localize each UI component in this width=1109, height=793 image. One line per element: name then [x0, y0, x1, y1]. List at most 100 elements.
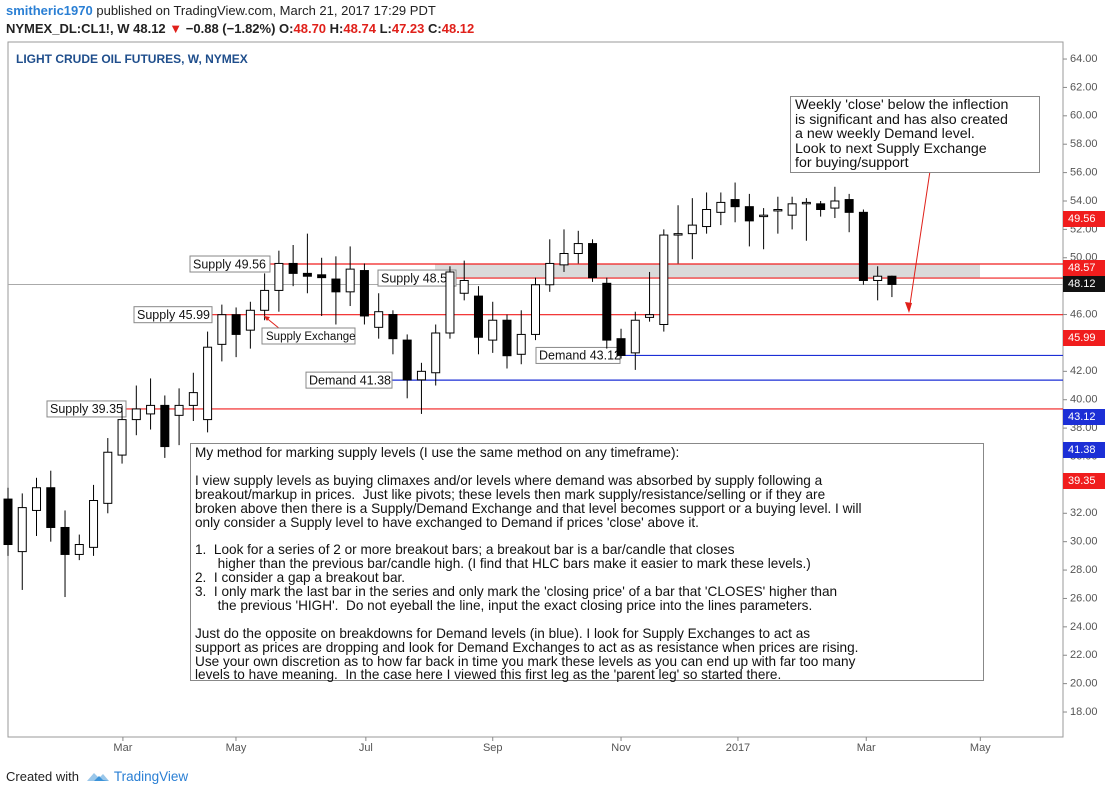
candle-body — [217, 314, 227, 345]
ohlc-key: L: — [379, 21, 392, 36]
candle-body — [573, 243, 583, 255]
note-box — [261, 327, 356, 345]
created-with: Created with — [6, 769, 79, 784]
candle-body — [17, 507, 27, 553]
y-tick-label: 54.00 — [1070, 195, 1098, 207]
candle-body — [317, 274, 327, 279]
callout-arrow — [908, 170, 931, 312]
candle-body — [659, 234, 669, 325]
candle-body — [89, 500, 99, 548]
candle-body — [274, 262, 284, 291]
text-line: breakout/markup in prices. Just like piv… — [195, 486, 826, 502]
candle-body — [117, 419, 127, 456]
level-label: Supply 39.35 — [50, 402, 123, 416]
y-tick-label: 32.00 — [1070, 507, 1098, 519]
ohlc-key: H: — [329, 21, 344, 36]
candle-body — [60, 526, 70, 555]
text-box: My method for marking supply levels (I u… — [190, 443, 984, 683]
price-tag-label: 49.56 — [1068, 213, 1096, 225]
y-tick-label: 20.00 — [1070, 678, 1098, 690]
callout-line: a new weekly Demand level. — [795, 126, 975, 143]
price-tag — [1063, 330, 1105, 346]
ohlc-value: 47.23 — [391, 21, 425, 36]
candle-body — [160, 404, 170, 448]
candle-body — [759, 214, 769, 218]
change-arrow: ▼ — [169, 21, 183, 36]
candle-body — [516, 333, 526, 355]
candle-body — [260, 289, 270, 311]
level-label-box — [46, 400, 127, 418]
x-tick-label: Jul — [359, 742, 373, 754]
text-line: Just do the opposite on breakdowns for D… — [195, 625, 811, 641]
candle-body — [359, 270, 369, 317]
candle-body — [844, 199, 854, 213]
callout-line: is significant and has also created — [795, 111, 1008, 128]
candle-body — [203, 346, 213, 421]
candle-body — [131, 408, 141, 421]
y-tick-label: 58.00 — [1070, 138, 1098, 150]
price-tag — [1063, 442, 1105, 458]
candle-body — [416, 370, 426, 381]
y-tick-label: 26.00 — [1070, 592, 1098, 604]
y-tick-label: 60.00 — [1070, 110, 1098, 122]
text-line: Use your own discretion as to how far ba… — [195, 653, 856, 669]
candle-body — [473, 295, 483, 338]
candle-body — [887, 275, 897, 285]
candle-body — [459, 279, 469, 294]
level-label-box — [189, 255, 271, 273]
candle-body — [716, 201, 726, 213]
logo — [87, 773, 110, 781]
y-tick-label: 62.00 — [1070, 81, 1098, 93]
price-tag — [1063, 409, 1105, 425]
candle-body — [801, 201, 811, 205]
paragraph: My method for marking supply levels (I u… — [195, 446, 979, 460]
candle-body — [858, 211, 868, 281]
candle-body — [602, 282, 612, 341]
candle-body — [288, 262, 298, 274]
candle-body — [302, 272, 312, 277]
x-tick-label: Sep — [483, 742, 503, 754]
author[interactable]: smitheric1970 — [6, 3, 93, 18]
y-tick-label: 30.00 — [1070, 536, 1098, 548]
y-tick-label: 64.00 — [1070, 53, 1098, 65]
supply-zone — [435, 264, 980, 279]
candle-body — [445, 271, 455, 334]
callout-line: Weekly 'close' below the inflection — [795, 97, 1009, 113]
ohlc-key: C: — [428, 21, 442, 36]
ohlc-key: O: — [279, 21, 294, 36]
callout-line: for buying/support — [795, 155, 909, 172]
level-label: Supply 45.99 — [137, 308, 210, 322]
candle-body — [531, 284, 540, 335]
chart-title: LIGHT CRUDE OIL FUTURES, W, NYMEX — [16, 52, 248, 66]
price-tag-label: 48.12 — [1068, 278, 1096, 290]
x-tick-label: May — [970, 742, 991, 754]
candle-body — [730, 199, 740, 208]
text-line: I view supply levels as buying climaxes … — [195, 472, 823, 488]
candle-body — [174, 404, 184, 416]
y-tick-label: 42.00 — [1070, 365, 1098, 377]
ohlc-value: 48.70 — [293, 21, 327, 36]
text-line: My method for marking supply levels (I u… — [195, 445, 680, 460]
price-tag-label: 43.12 — [1068, 411, 1096, 423]
x-tick-label: Mar — [857, 742, 876, 754]
paragraph: 1. Look for a series of 2 or more breako… — [195, 543, 979, 613]
candle-body — [702, 209, 712, 228]
x-tick-label: Mar — [113, 742, 132, 754]
candle-body — [388, 314, 398, 340]
paragraph: Just do the opposite on breakdowns for D… — [195, 625, 979, 683]
symbol-line: NYMEX_DL:CL1!, W 48.12 ▼ −0.88 (−1.82%) … — [6, 21, 474, 36]
level-label: Demand 41.38 — [309, 373, 391, 387]
price-tag-label: 41.38 — [1068, 444, 1096, 456]
candle-body — [345, 268, 355, 293]
candle-body — [645, 314, 655, 318]
candle-body — [402, 339, 412, 381]
brand[interactable]: TradingView — [113, 769, 189, 784]
symbol: NYMEX_DL:CL1!, W — [6, 21, 130, 36]
candle-body — [830, 200, 840, 209]
y-tick-label: 56.00 — [1070, 167, 1098, 179]
text-line: support as prices are dropping and look … — [195, 639, 859, 655]
text-line: broken above then there is a Supply/Dema… — [195, 500, 862, 516]
candle-body — [431, 332, 441, 374]
last: 48.12 — [133, 21, 166, 36]
